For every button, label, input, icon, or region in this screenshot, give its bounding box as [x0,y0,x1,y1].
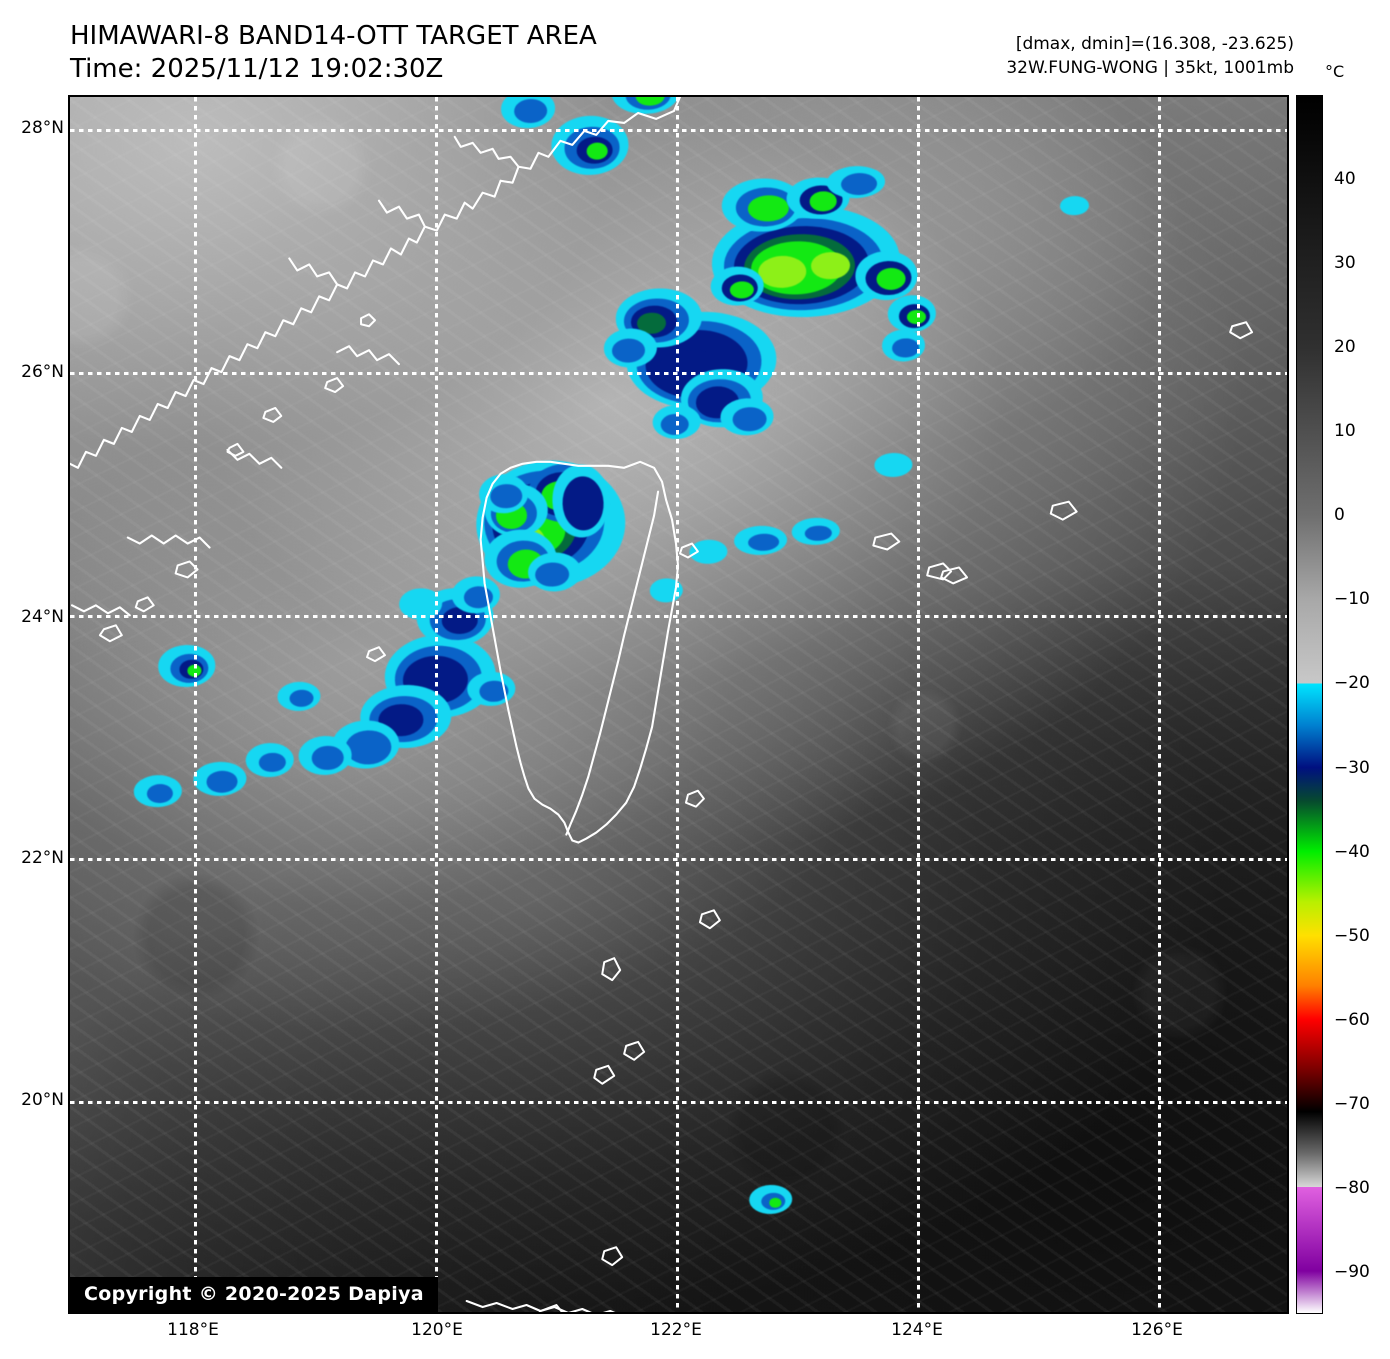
lat-tick-22: 22°N [21,848,64,868]
island-ishigaki [1049,500,1078,521]
island-haitan [262,406,283,423]
timestamp-label: Time: 2025/11/12 19:02:30Z [70,54,444,84]
coastline-china-inlet-b [226,448,283,469]
island-orchid-island [698,909,721,930]
island-itbayat [593,1064,616,1085]
colorbar-tick-10: 10 [1334,421,1356,442]
coastline-china-bay-south [288,257,339,286]
coastline-luzon-north [465,1299,639,1312]
colorbar-tick-40: 40 [1334,169,1356,190]
island-nanri [226,442,245,457]
coastline-china-bay-north [453,135,520,168]
colorbar-tick--70: −70 [1334,1093,1370,1114]
lat-tick-28: 28°N [21,118,64,138]
colorbar-unit-label: °C [1325,62,1345,81]
dmax-dmin-label: [dmax, dmin]=(16.308, -23.625) [1015,34,1294,54]
island-iriomote [872,532,901,551]
map-canvas[interactable]: Copyright © 2020-2025 Dapiya [68,95,1289,1314]
colorbar-tick-30: 30 [1334,253,1356,274]
colorbar-tick--80: −80 [1334,1177,1370,1198]
island-babuyan-b [538,1304,564,1312]
island-sabtang [623,1040,646,1061]
coastline-taiwan [479,460,680,844]
colorbar-tick-20: 20 [1334,337,1356,358]
colorbar-tick--90: −90 [1334,1261,1370,1282]
storm-info-label: 32W.FUNG-WONG | 35kt, 1001mb [1006,58,1294,78]
island-pengjia [678,542,699,559]
island-penghu-north [366,646,386,663]
island-miyako [1229,321,1254,340]
colorbar-gradient [1297,96,1322,1313]
lat-tick-24: 24°N [21,607,64,627]
coastline-taiwan-ridge [565,490,660,836]
island-matsu [360,313,376,328]
island-pingtan [324,377,345,394]
coastline-china-inlet-d [70,604,131,617]
map-clip: Copyright © 2020-2025 Dapiya [70,97,1287,1312]
island-kume [940,566,969,585]
coastline-china-mainland [70,97,682,469]
island-xiamen-a [134,596,155,613]
lon-tick-118: 118°E [167,1320,219,1340]
colorbar-tick--60: −60 [1334,1009,1370,1030]
temperature-colorbar[interactable] [1296,95,1323,1314]
metadata-block: [dmax, dmin]=(16.308, -23.625) 32W.FUNG-… [1006,32,1294,80]
island-babuyan-a [601,1246,624,1267]
lon-tick-126: 126°E [1131,1320,1183,1340]
coastline-china-inlet-a [336,345,400,366]
colorbar-tick--40: −40 [1334,841,1370,862]
title-block: HIMAWARI-8 BAND14-OTT TARGET AREA Time: … [70,20,597,86]
lat-tick-26: 26°N [21,362,64,382]
copyright-banner: Copyright © 2020-2025 Dapiya [70,1277,438,1312]
lat-tick-20: 20°N [21,1090,64,1110]
island-batan [601,957,622,982]
island-xiamen-b [98,624,123,643]
lon-tick-120: 120°E [411,1320,463,1340]
coastline-china-bay-mid [377,199,426,228]
coastline-china-inlet-c [126,534,211,549]
colorbar-tick--50: −50 [1334,925,1370,946]
colorbar-tick--30: −30 [1334,757,1370,778]
lon-tick-122: 122°E [650,1320,702,1340]
lon-tick-124: 124°E [891,1320,943,1340]
colorbar-tick--10: −10 [1334,589,1370,610]
island-yonaguni [926,562,953,581]
colorbar-tick--20: −20 [1334,673,1370,694]
page-title: HIMAWARI-8 BAND14-OTT TARGET AREA [70,21,597,51]
coastline-overlay [70,97,1254,1312]
colorbar-tick-0: 0 [1334,505,1345,526]
island-green-island [684,789,705,808]
island-kinmen [174,560,199,579]
